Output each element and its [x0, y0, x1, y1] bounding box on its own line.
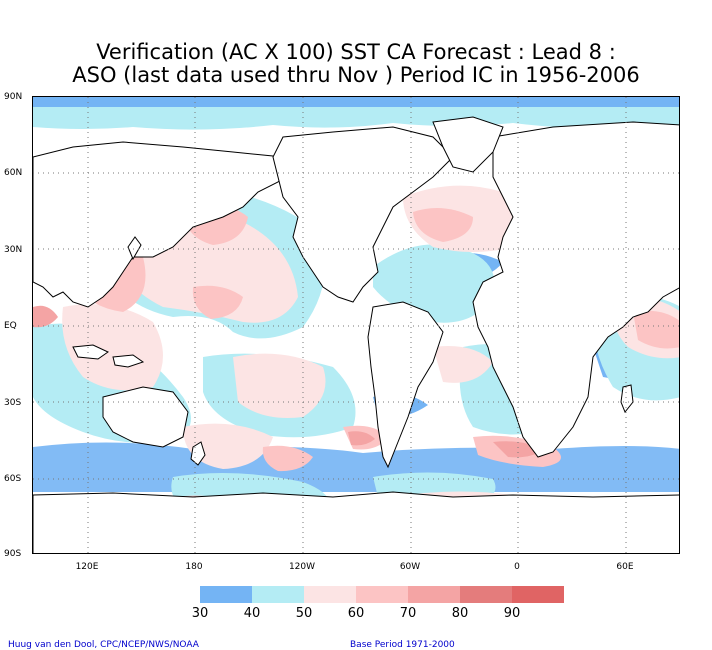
color-scale-bar	[200, 586, 564, 603]
grid-lines	[33, 97, 679, 553]
legend-label-90: 90	[503, 606, 521, 621]
color-swatch-80-90	[460, 586, 512, 603]
legend-label-40: 40	[243, 606, 261, 621]
color-swatch-30-40	[200, 586, 252, 603]
map-canvas	[33, 97, 679, 553]
greenland-landmass	[432, 116, 504, 173]
indonesia-islands	[72, 344, 145, 368]
legend-label-60: 60	[347, 606, 365, 621]
legend-label-50: 50	[295, 606, 313, 621]
color-swatch-90-plus	[512, 586, 564, 603]
antarctica-landmass	[33, 491, 679, 553]
lat-label-30s: 30S	[4, 398, 22, 408]
credit-base-period: Base Period 1971-2000	[350, 640, 455, 650]
madagascar	[620, 384, 634, 413]
lat-label-60s: 60S	[4, 474, 22, 484]
credit-author: Huug van den Dool, CPC/NCEP/NWS/NOAA	[8, 640, 199, 650]
color-swatch-70-80	[408, 586, 460, 603]
color-swatch-50-60	[304, 586, 356, 603]
lat-label-30n: 30N	[4, 245, 23, 255]
australia-landmass	[102, 386, 189, 448]
lon-label-120w: 120W	[288, 562, 316, 572]
lon-label-60e: 60E	[616, 562, 634, 572]
legend-label-30: 30	[191, 606, 209, 621]
title-line-1: Verification (AC X 100) SST CA Forecast …	[96, 40, 616, 64]
lon-label-0: 0	[514, 562, 520, 572]
lat-label-90n: 90N	[4, 92, 23, 102]
color-swatch-60-70	[356, 586, 408, 603]
map-panel	[32, 96, 680, 554]
lon-label-180: 180	[185, 562, 203, 572]
asia-landmass	[33, 141, 294, 308]
japan	[127, 236, 142, 261]
lon-label-120e: 120E	[75, 562, 99, 572]
title-line-2: ASO (last data used thru Nov ) Period IC…	[72, 63, 640, 87]
legend-label-80: 80	[451, 606, 469, 621]
lon-label-60w: 60W	[399, 562, 421, 572]
legend-label-70: 70	[399, 606, 417, 621]
lat-label-60n: 60N	[4, 168, 23, 178]
lat-label-90s: 90S	[4, 549, 22, 559]
color-swatch-40-50	[252, 586, 304, 603]
south-america-landmass	[367, 301, 444, 469]
lat-label-eq: EQ	[4, 321, 17, 331]
europe-africa-landmass	[472, 121, 679, 458]
